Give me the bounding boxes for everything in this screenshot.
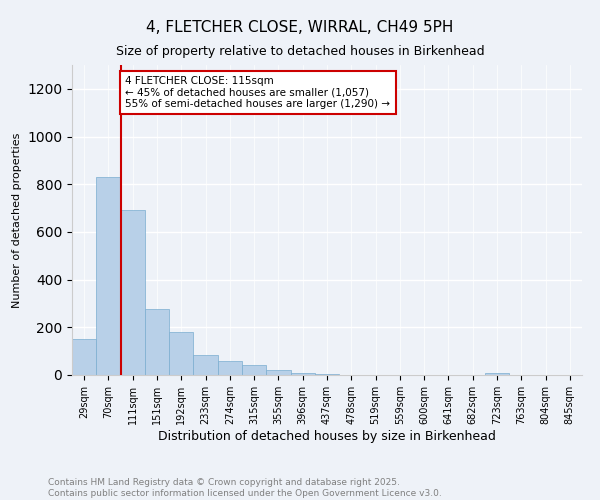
Bar: [242, 364, 266, 375]
Bar: [145, 309, 169, 375]
Text: 4, FLETCHER CLOSE, WIRRAL, CH49 5PH: 4, FLETCHER CLOSE, WIRRAL, CH49 5PH: [146, 20, 454, 35]
Bar: [485, 372, 509, 375]
Text: Contains HM Land Registry data © Crown copyright and database right 2025.
Contai: Contains HM Land Registry data © Crown c…: [48, 478, 442, 498]
X-axis label: Distribution of detached houses by size in Birkenhead: Distribution of detached houses by size …: [158, 430, 496, 442]
Text: 4 FLETCHER CLOSE: 115sqm
← 45% of detached houses are smaller (1,057)
55% of sem: 4 FLETCHER CLOSE: 115sqm ← 45% of detach…: [125, 76, 391, 109]
Bar: [315, 374, 339, 375]
Bar: [169, 332, 193, 375]
Bar: [121, 210, 145, 375]
Y-axis label: Number of detached properties: Number of detached properties: [11, 132, 22, 308]
Bar: [96, 177, 121, 375]
Bar: [266, 370, 290, 375]
Bar: [218, 362, 242, 375]
Bar: [290, 373, 315, 375]
Bar: [193, 354, 218, 375]
Bar: [72, 339, 96, 375]
Text: Size of property relative to detached houses in Birkenhead: Size of property relative to detached ho…: [116, 45, 484, 58]
